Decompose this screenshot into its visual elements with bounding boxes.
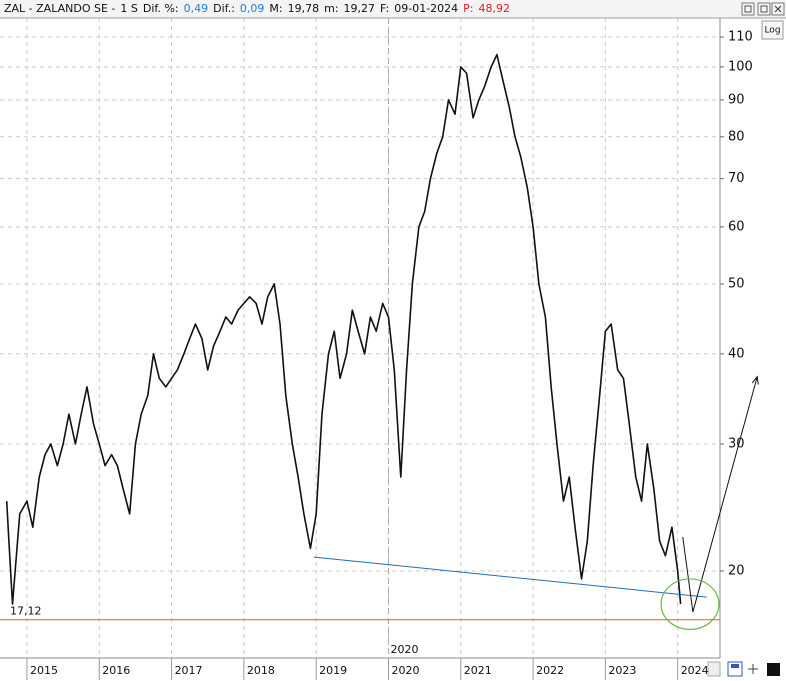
header-bar bbox=[0, 0, 786, 18]
marker-label: 2020 bbox=[390, 643, 418, 656]
price-line bbox=[5, 53, 682, 605]
header-field: m: bbox=[324, 2, 338, 15]
color-button[interactable] bbox=[767, 663, 780, 676]
x-tick-label: 2015 bbox=[30, 664, 58, 677]
pin-button[interactable] bbox=[748, 664, 758, 674]
restore-icon bbox=[744, 5, 752, 13]
header-field: 0,09 bbox=[240, 2, 265, 15]
y-tick-label: 60 bbox=[728, 219, 745, 234]
header-field: 09-01-2024 bbox=[394, 2, 458, 15]
close-icon bbox=[774, 5, 782, 13]
header-field: 1 S bbox=[120, 2, 137, 15]
header-field: F: bbox=[380, 2, 389, 15]
log-button-label[interactable]: Log bbox=[764, 26, 780, 36]
highlight-ellipse bbox=[660, 578, 720, 630]
header-field: 48,92 bbox=[479, 2, 511, 15]
x-tick-label: 2020 bbox=[391, 664, 419, 677]
y-tick-label: 90 bbox=[728, 92, 745, 107]
y-tick-label: 20 bbox=[728, 564, 745, 579]
y-tick-label: 30 bbox=[728, 437, 745, 452]
header-field: 19,78 bbox=[288, 2, 320, 15]
restore-button[interactable] bbox=[741, 2, 755, 16]
header-field: M: bbox=[269, 2, 282, 15]
x-tick-label: 2022 bbox=[536, 664, 564, 677]
header-field: 19,27 bbox=[344, 2, 376, 15]
maximize-button[interactable] bbox=[757, 2, 771, 16]
x-tick-label: 2016 bbox=[102, 664, 130, 677]
x-tick-label: 2023 bbox=[608, 664, 636, 677]
arrow-line bbox=[682, 376, 758, 613]
arrow-head bbox=[751, 375, 759, 385]
save-icon bbox=[731, 664, 739, 668]
y-tick-label: 100 bbox=[728, 59, 753, 74]
header-field: 0,49 bbox=[184, 2, 209, 15]
close-button[interactable] bbox=[771, 2, 785, 16]
header-text: ZAL - ZALANDO SE - 1 S Dif. %: 0,49 Dif.: 0,0… bbox=[4, 2, 510, 15]
header-field: Dif. %: bbox=[143, 2, 179, 15]
header-field: P: bbox=[463, 2, 473, 15]
bottom-right-icons[interactable] bbox=[707, 661, 780, 677]
x-tick-label: 2021 bbox=[464, 664, 492, 677]
x-tick-label: 2019 bbox=[319, 664, 347, 677]
x-tick-label: 2018 bbox=[247, 664, 275, 677]
trend-line bbox=[313, 556, 707, 598]
y-tick-label: 40 bbox=[728, 346, 745, 361]
header-field: ZAL - ZALANDO SE - bbox=[4, 2, 115, 15]
maximize-icon bbox=[760, 5, 768, 13]
y-tick-label: 110 bbox=[728, 30, 753, 45]
scroll-button[interactable] bbox=[707, 661, 721, 677]
level-label: 17,12 bbox=[10, 605, 42, 618]
x-tick-label: 2017 bbox=[175, 664, 203, 677]
y-tick-label: 50 bbox=[728, 277, 745, 292]
log-button[interactable] bbox=[761, 20, 784, 40]
header-field: Dif.: bbox=[213, 2, 235, 15]
y-tick-label: 80 bbox=[728, 129, 745, 144]
y-tick-label: 70 bbox=[728, 171, 745, 186]
x-tick-label: 2024 bbox=[681, 664, 709, 677]
window-controls[interactable] bbox=[741, 2, 785, 16]
